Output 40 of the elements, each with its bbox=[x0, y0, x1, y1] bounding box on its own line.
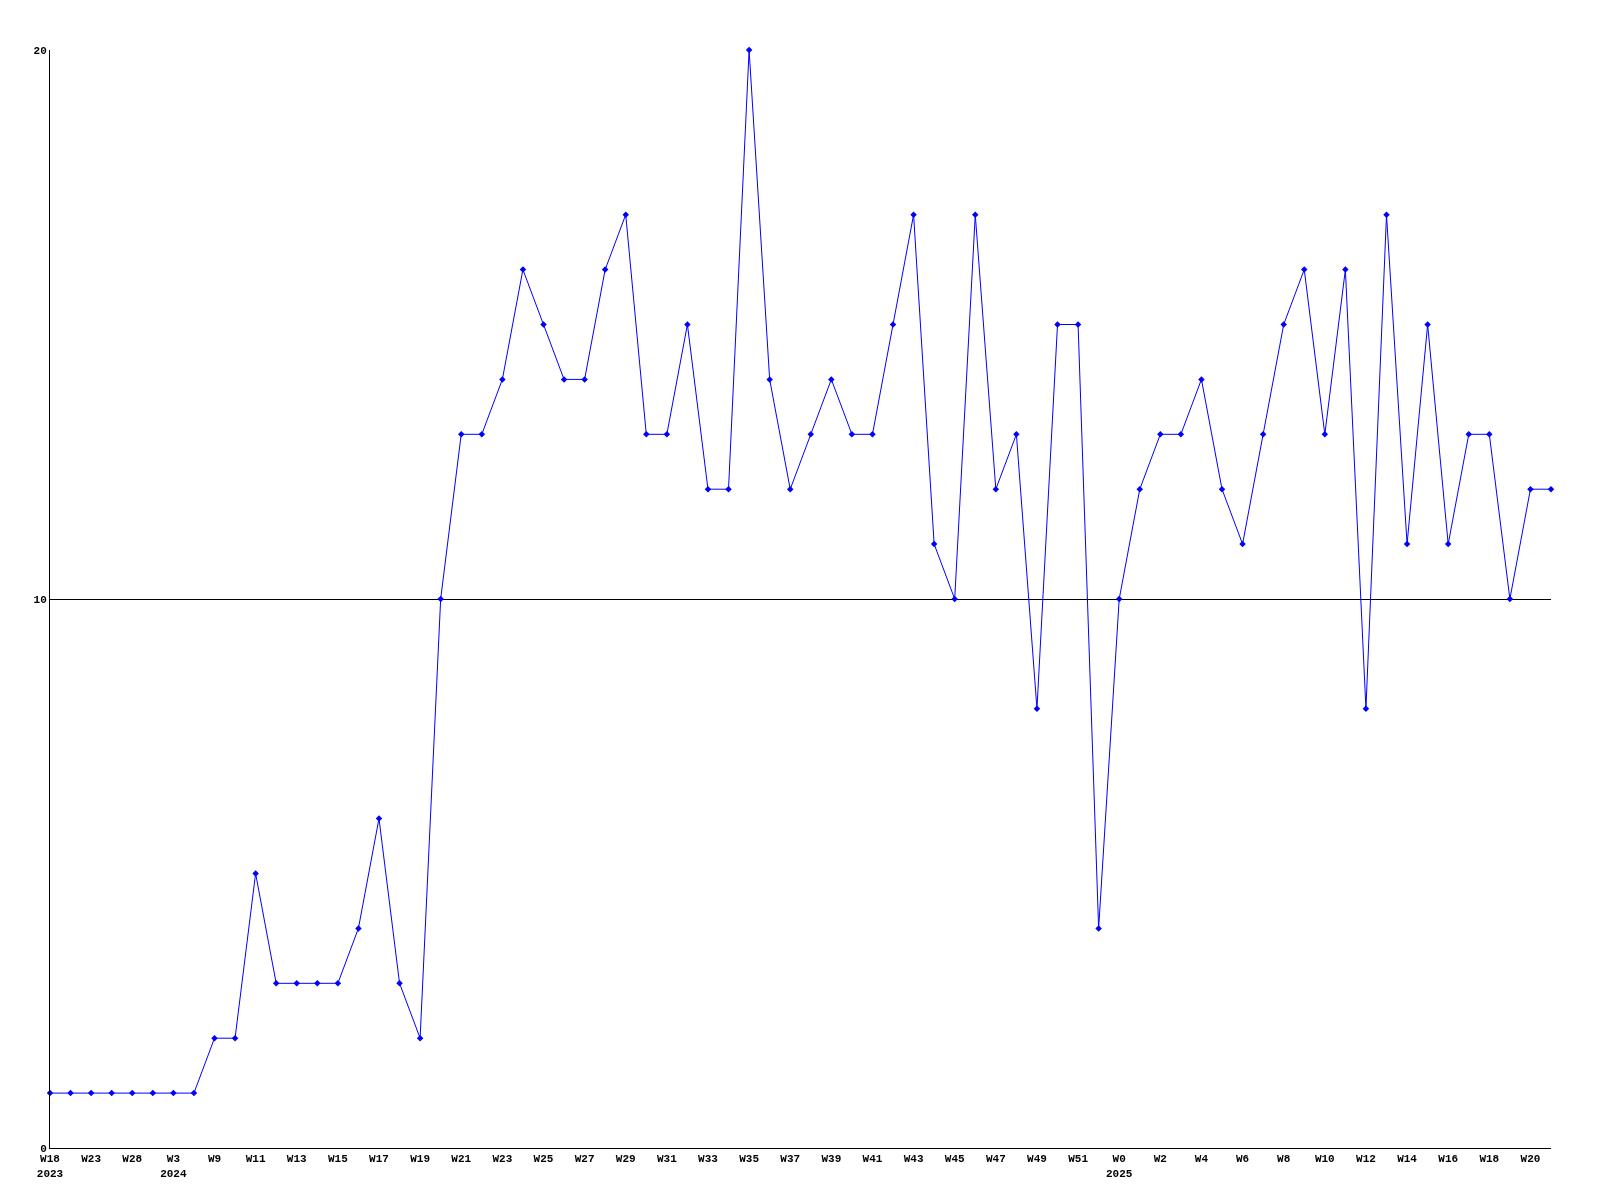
x-tick-label: W27 bbox=[574, 1153, 595, 1166]
x-tick-label: W25 bbox=[533, 1153, 554, 1166]
x-tick-label: W23 bbox=[81, 1153, 102, 1166]
x-tick-label: W18 bbox=[1479, 1153, 1500, 1166]
x-tick-label: W47 bbox=[985, 1153, 1006, 1166]
x-tick-label: W37 bbox=[780, 1153, 801, 1166]
x-tick-label: W19 bbox=[410, 1153, 431, 1166]
x-tick-label: W31 bbox=[656, 1153, 678, 1166]
x-tick-label: W49 bbox=[1027, 1153, 1047, 1166]
x-tick-label: W14 bbox=[1397, 1153, 1418, 1166]
x-tick-label: W23 bbox=[492, 1153, 513, 1166]
y-tick-label: 20 bbox=[33, 44, 47, 57]
x-tick-label: W21 bbox=[451, 1153, 472, 1166]
x-tick-label: W12 bbox=[1356, 1153, 1376, 1166]
x-tick-label: W4 bbox=[1194, 1153, 1209, 1166]
x-tick-label: W51 bbox=[1068, 1153, 1089, 1166]
y-tick-label: 0 bbox=[40, 1142, 47, 1155]
x-tick-label: W15 bbox=[327, 1153, 349, 1166]
x-tick-label: W13 bbox=[286, 1153, 308, 1166]
x-tick-label: W41 bbox=[862, 1153, 883, 1166]
x-tick-label: W6 bbox=[1235, 1153, 1250, 1166]
x-tick-label: W43 bbox=[903, 1153, 924, 1166]
y-tick-label: 10 bbox=[33, 593, 47, 606]
x-tick-label: W33 bbox=[698, 1153, 719, 1166]
x-tick-label: W35 bbox=[739, 1153, 760, 1166]
x-tick-label: W0 2025 bbox=[1106, 1153, 1133, 1180]
x-tick-label: W20 bbox=[1520, 1153, 1541, 1166]
x-tick-label: W9 bbox=[207, 1153, 222, 1166]
x-tick-label: W8 bbox=[1277, 1153, 1291, 1166]
x-tick-label: W18 2023 bbox=[36, 1153, 64, 1180]
x-tick-label: W16 bbox=[1438, 1153, 1459, 1166]
x-tick-label: W2 bbox=[1153, 1153, 1167, 1166]
x-tick-label: W28 bbox=[122, 1153, 143, 1166]
x-tick-label: W10 bbox=[1314, 1153, 1335, 1166]
x-tick-label: W45 bbox=[944, 1153, 966, 1166]
x-tick-label: W17 bbox=[369, 1153, 389, 1166]
x-tick-label: W29 bbox=[615, 1153, 636, 1166]
x-tick-label: W11 bbox=[245, 1153, 266, 1166]
x-tick-label: W39 bbox=[821, 1153, 842, 1166]
x-tick-label: W3 2024 bbox=[160, 1153, 187, 1180]
